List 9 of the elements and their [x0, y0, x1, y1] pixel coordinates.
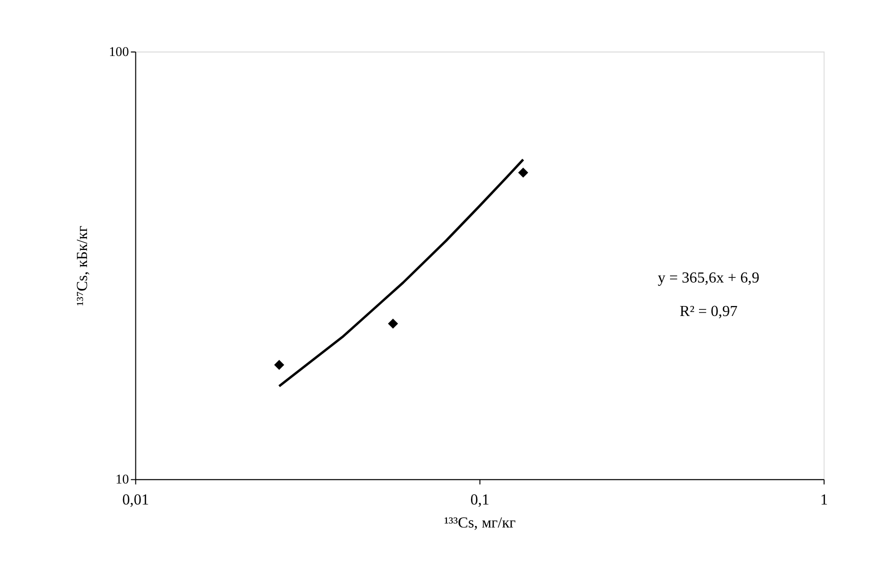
annotation: y = 365,6x + 6,9 — [658, 270, 760, 287]
annotation: R² = 0,97 — [680, 303, 738, 320]
x-axis-title: ¹³³Cs, мг/кг — [444, 514, 516, 532]
x-tick-label: 1 — [820, 492, 828, 509]
x-tick-label: 0,01 — [122, 492, 150, 509]
y-tick-label: 10 — [116, 471, 130, 486]
y-tick-label: 100 — [108, 44, 130, 59]
y-axis-title: ¹³⁷Cs, кБк/кг — [74, 226, 91, 306]
x-tick-label: 0,1 — [470, 492, 490, 509]
